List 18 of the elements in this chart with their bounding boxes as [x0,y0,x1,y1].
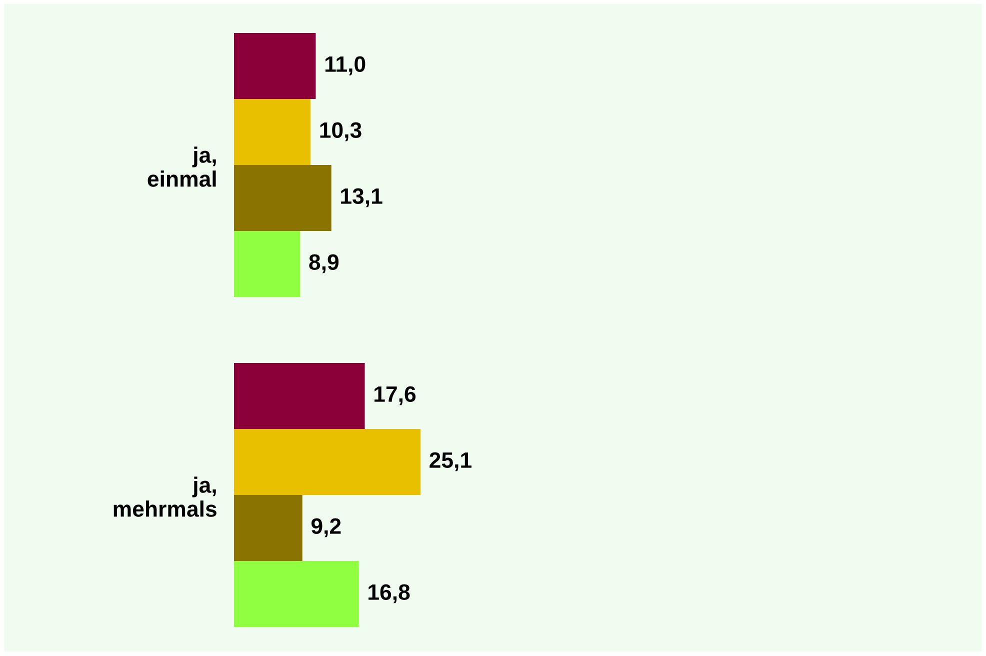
bar [234,33,316,99]
bar [234,231,300,297]
y-tick-label: ja, mehrmals [114,476,216,517]
data-label: 11,0 [325,56,366,76]
data-label: 10,3 [320,122,362,142]
bar [234,99,311,165]
data-label: 16,8 [368,584,410,604]
bar [234,561,359,627]
data-label: 9,2 [311,518,341,538]
data-label: 13,1 [341,188,382,208]
data-label: 17,6 [374,386,416,406]
bar [234,429,420,495]
bar [234,495,302,561]
data-label: 8,9 [309,254,339,274]
bar [234,363,365,429]
y-tick-label: ja, einmal [148,146,216,187]
data-label: 25,1 [430,452,472,472]
bar [234,165,332,231]
